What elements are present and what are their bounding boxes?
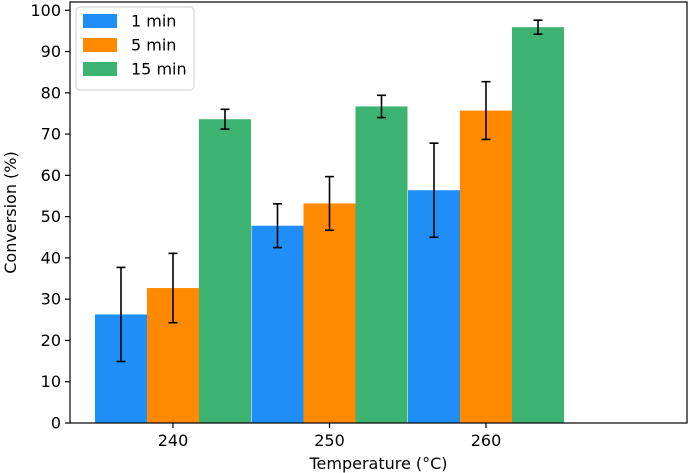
y-axis-label: Conversion (%) [1,151,20,273]
legend-swatch [83,14,117,28]
x-axis-label: Temperature (°C) [308,454,447,473]
y-tick-label: 40 [41,248,61,267]
legend-label: 5 min [131,36,176,55]
y-axis: 0 10 20 30 40 50 60 70 80 90 100 [30,1,70,433]
legend-label: 15 min [131,60,187,79]
error-bar [533,19,543,35]
x-axis: 240 250 260 [158,423,502,450]
error-bar [377,94,386,119]
legend: 1 min 5 min 15 min [75,6,195,91]
y-tick-label: 0 [51,414,61,433]
bar [199,119,251,423]
y-tick-label: 10 [41,372,61,391]
bar [460,110,512,423]
y-tick-label: 50 [41,207,61,226]
y-tick-label: 70 [41,125,61,144]
legend-swatch [83,62,117,76]
error-bar [325,175,334,232]
y-tick-label: 20 [41,331,61,350]
error-bar [273,203,282,249]
error-bar [220,108,230,130]
error-bar [168,252,178,324]
y-tick-label: 80 [41,83,61,102]
x-tick-label: 250 [314,431,345,450]
plot-frame [69,1,688,424]
error-bar [481,80,491,141]
legend-label: 1 min [131,12,176,31]
x-tick-label: 260 [471,431,502,450]
y-tick-label: 60 [41,166,61,185]
bars-layer [95,27,564,424]
errorbars-layer [116,19,543,363]
x-tick-label: 240 [158,431,189,450]
bar [355,106,408,424]
y-tick-label: 100 [30,1,61,20]
bar [251,225,304,423]
y-tick-label: 30 [41,290,61,309]
bar [512,27,564,423]
legend-swatch [83,38,117,52]
y-tick-label: 90 [41,42,61,61]
error-bar [429,142,439,239]
bar [303,203,356,423]
error-bar [116,266,126,363]
